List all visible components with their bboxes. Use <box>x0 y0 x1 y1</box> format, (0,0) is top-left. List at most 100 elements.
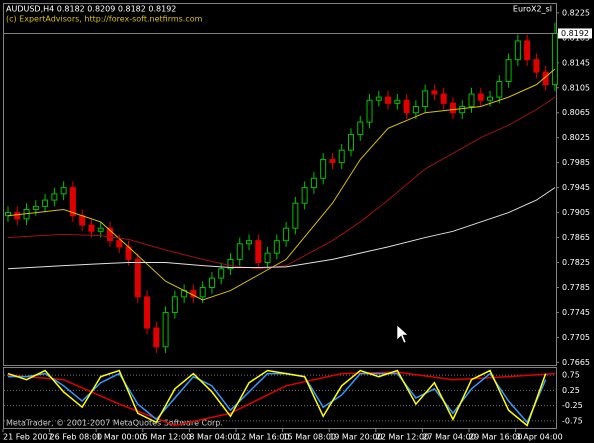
y-tick-label: 0.75 <box>562 371 580 380</box>
candle-body <box>246 240 253 245</box>
x-tick-label: 27 Mar 04:00 <box>422 433 475 442</box>
candle-body <box>69 187 76 217</box>
x-tick-label: 8 Mar 04:00 <box>189 433 237 442</box>
candle-body <box>227 258 234 270</box>
candle-body <box>144 296 151 329</box>
candle-body <box>310 177 317 189</box>
candle-body <box>106 227 113 242</box>
candle-body <box>375 96 382 101</box>
candle-body <box>431 90 438 95</box>
current-price-label: 0.8192 <box>561 29 589 38</box>
candle-body <box>533 59 540 73</box>
candle-body <box>477 93 484 101</box>
candle-body <box>347 134 354 151</box>
y-tick-label: 0.8105 <box>562 83 590 92</box>
candle-body <box>273 240 280 254</box>
y-tick-label: 0.25 <box>562 386 580 395</box>
candle-body <box>199 286 206 298</box>
x-tick-label: 19 Mar 20:00 <box>329 433 382 442</box>
candle-body <box>97 227 104 232</box>
x-tick-label: 26 Feb 08:00 <box>50 433 102 442</box>
candle-body <box>116 240 123 248</box>
candle-body <box>505 59 512 83</box>
x-tick-label: 15 Mar 08:00 <box>283 433 336 442</box>
x-tick-label: 22 Mar 12:00 <box>376 433 429 442</box>
y-tick-label: 0.7705 <box>562 333 590 342</box>
candle-body <box>403 99 410 114</box>
y-tick-label: 0.7985 <box>562 158 590 167</box>
y-tick-label: -0.25 <box>562 401 583 410</box>
candle-body <box>134 258 141 298</box>
y-tick-label: -0.75 <box>562 416 583 425</box>
moving-average <box>7 187 556 270</box>
candle-body <box>440 93 447 104</box>
candle-body <box>292 202 299 229</box>
x-tick-label: 12 Mar 16:00 <box>236 433 289 442</box>
indicator-name: EuroX2_sl <box>513 5 552 14</box>
moving-average <box>7 96 556 270</box>
current-price-box <box>558 28 592 39</box>
x-tick-label: 1 Mar 00:00 <box>96 433 144 442</box>
candle-body <box>171 296 178 313</box>
y-tick-label: 0.7945 <box>562 183 590 192</box>
candle-body <box>551 32 558 86</box>
candle-body <box>218 268 225 279</box>
oscillator-line <box>7 369 547 427</box>
candle-body <box>468 93 475 107</box>
candle-body <box>236 243 243 260</box>
candle-body <box>5 212 11 217</box>
oscillator-line <box>8 372 547 424</box>
candle-body <box>79 215 86 226</box>
candle-body <box>412 105 419 114</box>
y-tick-label: 0.7825 <box>562 258 590 267</box>
candle-body <box>32 205 39 210</box>
y-tick-label: 0.7745 <box>562 308 590 317</box>
candle-body <box>14 212 21 220</box>
candle-body <box>366 99 373 123</box>
x-tick-label: 29 Mar 16:00 <box>469 433 522 442</box>
candle-body <box>255 240 262 264</box>
candle-body <box>51 193 58 201</box>
y-tick-label: 0.8225 <box>562 8 590 17</box>
y-tick-label: 0.7785 <box>562 283 590 292</box>
candle-body <box>422 90 429 107</box>
main-pane <box>3 3 557 366</box>
x-tick-label: 21 Feb 2007 <box>3 433 53 442</box>
candle-body <box>459 105 466 114</box>
candle-body <box>449 102 456 114</box>
y-tick-label: 0.8065 <box>562 108 590 117</box>
candle-body <box>357 121 364 136</box>
candle-body <box>496 81 503 98</box>
moving-average <box>7 68 556 301</box>
y-tick-label: 0.7665 <box>562 358 590 367</box>
candle-body <box>208 277 215 288</box>
candle-body <box>338 149 345 164</box>
candle-body <box>514 40 521 61</box>
y-tick-label: 0.8145 <box>562 58 590 67</box>
candle-body <box>320 159 327 179</box>
candle-body <box>394 99 401 104</box>
y-tick-label: 0.7905 <box>562 208 590 217</box>
candle-body <box>88 224 95 232</box>
candle-body <box>487 96 494 101</box>
symbol-info: AUDUSD,H4 0.8182 0.8209 0.8182 0.8192 <box>6 5 176 14</box>
y-tick-label: 0.7865 <box>562 233 590 242</box>
candle-body <box>42 199 49 207</box>
y-tick-label: 0.8025 <box>562 133 590 142</box>
oscillator-line <box>7 371 555 427</box>
candle-body <box>385 96 392 104</box>
candle-body <box>162 311 169 348</box>
footer: MetaTrader, © 2001-2007 MetaQuotes Softw… <box>6 419 223 428</box>
x-tick-label: 5 Mar 12:00 <box>143 433 191 442</box>
candle-body <box>524 40 531 61</box>
candle-body <box>264 252 271 264</box>
x-tick-label: 3 Apr 04:00 <box>516 433 563 442</box>
candle-body <box>329 159 336 164</box>
copyright: (c) ExpertAdvisors, http://forex-soft.ne… <box>6 15 203 24</box>
mouse-cursor <box>396 324 409 344</box>
oscillator-pane <box>3 367 557 429</box>
candle-body <box>153 327 160 348</box>
candle-body <box>60 187 67 195</box>
candle-body <box>301 187 308 204</box>
